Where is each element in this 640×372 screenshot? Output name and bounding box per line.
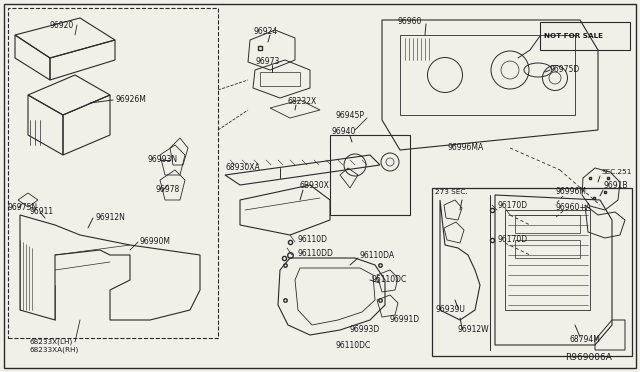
Text: 96924: 96924: [253, 28, 277, 36]
Text: 96911: 96911: [30, 208, 54, 217]
Bar: [432, 188, 632, 356]
Text: 96110DC: 96110DC: [335, 340, 371, 350]
Bar: [330, 135, 410, 215]
Text: 96993N: 96993N: [148, 155, 178, 164]
Text: 68233XA(RH): 68233XA(RH): [30, 347, 79, 353]
Text: 68794M: 68794M: [570, 336, 601, 344]
Text: 96170D: 96170D: [498, 235, 528, 244]
Text: 96912N: 96912N: [95, 214, 125, 222]
Text: 96912W: 96912W: [458, 326, 490, 334]
Text: 96993D: 96993D: [350, 326, 380, 334]
Text: 96960: 96960: [398, 17, 422, 26]
Text: 96110DA: 96110DA: [360, 250, 395, 260]
Text: 68232X: 68232X: [288, 97, 317, 106]
Text: 68233X(LH): 68233X(LH): [30, 339, 73, 345]
Text: 68930XA: 68930XA: [225, 164, 260, 173]
Bar: [540, 22, 630, 50]
Text: 96975D: 96975D: [550, 65, 580, 74]
Text: 96110DC: 96110DC: [372, 276, 407, 285]
Text: 6B930X: 6B930X: [300, 180, 330, 189]
Text: R969006A: R969006A: [565, 353, 612, 362]
Text: 96991D: 96991D: [390, 315, 420, 324]
Text: 96939U: 96939U: [435, 305, 465, 314]
Text: 96920: 96920: [50, 20, 74, 29]
Text: 96110D: 96110D: [298, 235, 328, 244]
Bar: [260, 72, 300, 86]
Text: 9691B: 9691B: [604, 182, 628, 190]
Text: 96110DD: 96110DD: [298, 250, 334, 259]
Text: SEC.251: SEC.251: [602, 169, 632, 175]
Bar: [515, 215, 580, 233]
Text: 96926M: 96926M: [115, 96, 146, 105]
Text: 96990M: 96990M: [140, 237, 171, 247]
Bar: [505, 210, 590, 310]
Text: 96973: 96973: [255, 58, 280, 67]
Bar: [8, 8, 218, 338]
Text: NOT FOR SALE: NOT FOR SALE: [544, 33, 603, 39]
Text: 96978: 96978: [155, 186, 179, 195]
Text: 96996MA: 96996MA: [448, 144, 484, 153]
Text: 96975N: 96975N: [8, 203, 38, 212]
Text: 96996M: 96996M: [556, 187, 587, 196]
Text: 96945P: 96945P: [335, 110, 364, 119]
Text: 96170D: 96170D: [498, 201, 528, 209]
Text: 96940: 96940: [332, 128, 356, 137]
Text: 273 SEC.: 273 SEC.: [435, 189, 468, 195]
Text: 96960+A: 96960+A: [556, 202, 592, 212]
Bar: [400, 35, 575, 115]
Bar: [515, 240, 580, 258]
